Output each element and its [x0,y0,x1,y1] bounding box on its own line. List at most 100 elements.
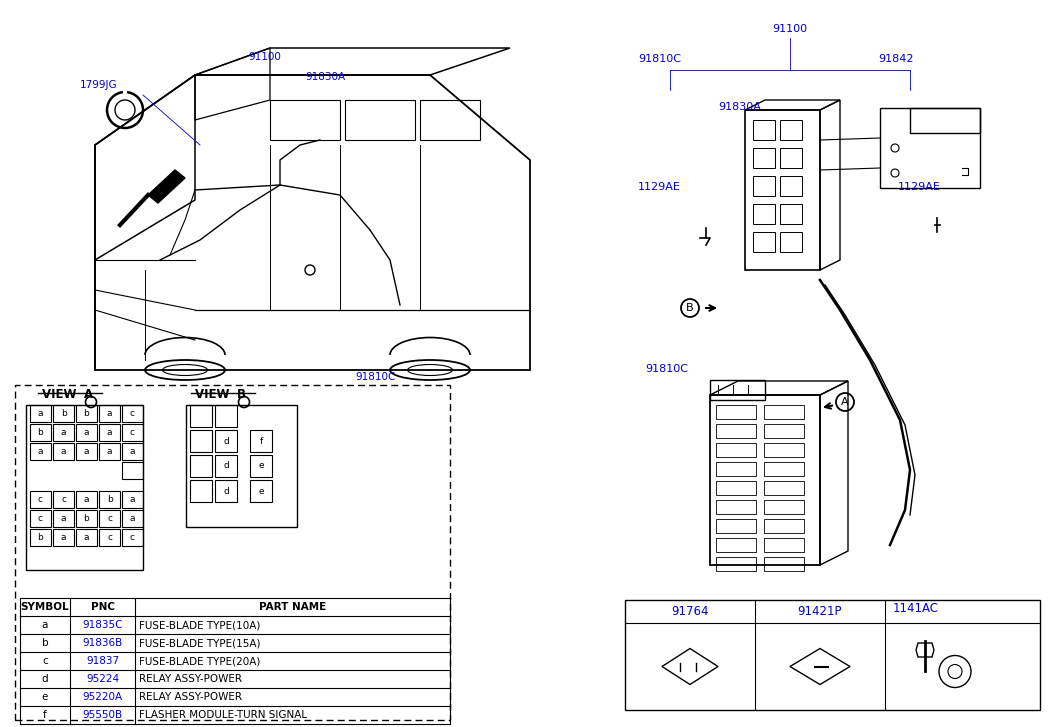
Text: 91842: 91842 [878,54,913,64]
Bar [710,380,765,400]
Bar [30,529,51,546]
Text: PART NAME: PART NAME [259,602,326,612]
Bar [753,204,775,224]
Text: B: B [687,303,694,313]
Text: a: a [61,428,66,437]
Bar [190,430,212,452]
Text: VIEW: VIEW [43,388,81,401]
Bar [764,481,804,495]
Text: a: a [106,447,113,456]
Text: a: a [61,533,66,542]
Text: PNC: PNC [90,602,115,612]
Bar [215,405,237,427]
Bar [190,405,212,427]
Text: a: a [38,409,44,418]
Bar [250,455,272,477]
Bar [780,232,802,252]
Bar [753,232,775,252]
Text: 95550B: 95550B [83,710,122,720]
Text: 1799JG: 1799JG [80,80,118,90]
Bar [745,110,820,270]
Bar [716,424,756,438]
Bar [190,480,212,502]
Bar [30,510,51,527]
Text: b: b [37,428,44,437]
Bar [250,430,272,452]
Bar [764,519,804,533]
Text: a: a [106,428,113,437]
Bar [764,462,804,476]
Bar [30,405,51,422]
Text: 1129AE: 1129AE [898,182,941,192]
Text: c: c [130,533,135,542]
Text: 91764: 91764 [671,605,709,618]
Text: a: a [38,447,44,456]
Polygon shape [148,170,185,203]
Bar [75,405,97,422]
Text: FUSE-BLADE TYPE(10A): FUSE-BLADE TYPE(10A) [139,620,260,630]
Text: FUSE-BLADE TYPE(15A): FUSE-BLADE TYPE(15A) [139,638,260,648]
Text: c: c [107,533,112,542]
Bar [75,510,97,527]
Text: b: b [84,409,89,418]
Bar [53,443,74,460]
Bar [122,405,144,422]
Text: RELAY ASSY-POWER: RELAY ASSY-POWER [139,692,242,702]
Bar [75,491,97,508]
Text: a: a [130,447,135,456]
Text: a: a [84,533,89,542]
Bar [780,120,802,140]
Bar [99,491,120,508]
Text: RELAY ASSY-POWER: RELAY ASSY-POWER [139,674,242,684]
Text: A: A [841,397,849,407]
Text: b: b [37,533,44,542]
Bar [75,529,97,546]
Text: 91100: 91100 [773,24,808,34]
Text: A: A [84,388,94,401]
Text: B: B [237,388,246,401]
Bar [122,424,144,441]
Text: FLASHER MODULE-TURN SIGNAL: FLASHER MODULE-TURN SIGNAL [139,710,307,720]
Bar [716,443,756,457]
Bar [190,455,212,477]
Bar [53,491,74,508]
Bar [780,204,802,224]
Text: a: a [41,620,48,630]
Text: d: d [223,436,229,446]
Bar [122,491,144,508]
Bar [716,500,756,514]
Bar [53,424,74,441]
Bar [780,148,802,168]
Bar [215,430,237,452]
Bar [99,405,120,422]
Text: e: e [258,486,264,496]
Text: 1129AE: 1129AE [638,182,681,192]
Bar [764,405,804,419]
Text: 91100: 91100 [248,52,281,62]
Bar [716,462,756,476]
Text: c: c [43,656,48,666]
Text: a: a [84,428,89,437]
Bar [716,519,756,533]
Bar [215,480,237,502]
Bar [75,443,97,460]
Bar [710,395,820,565]
Text: f: f [44,710,47,720]
Text: 91830A: 91830A [718,102,761,112]
Text: c: c [61,495,66,504]
Text: e: e [258,462,264,470]
Text: c: c [130,409,135,418]
Text: 91810C: 91810C [638,54,681,64]
Bar [753,176,775,196]
Text: d: d [223,462,229,470]
Text: 95220A: 95220A [83,692,122,702]
Bar [30,443,51,460]
Text: 1141AC: 1141AC [893,601,939,614]
Bar [716,538,756,552]
Text: a: a [130,514,135,523]
Text: VIEW: VIEW [195,388,234,401]
Text: 91837: 91837 [86,656,119,666]
Bar [26,405,144,570]
Text: 91835C: 91835C [82,620,122,630]
Text: SYMBOL: SYMBOL [20,602,69,612]
